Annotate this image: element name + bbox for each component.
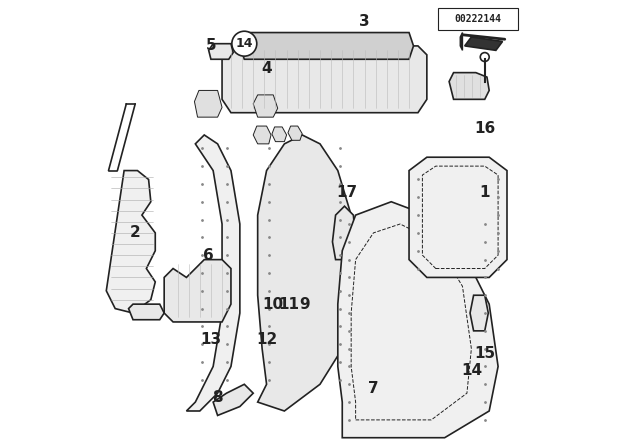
Text: 12: 12	[256, 332, 277, 347]
Polygon shape	[272, 127, 287, 142]
Text: 10: 10	[262, 297, 284, 312]
Polygon shape	[465, 37, 502, 50]
Circle shape	[232, 31, 257, 56]
Text: 16: 16	[474, 121, 495, 136]
Polygon shape	[209, 44, 233, 59]
Polygon shape	[129, 304, 164, 320]
Polygon shape	[288, 126, 302, 140]
Polygon shape	[213, 384, 253, 415]
Text: 14: 14	[461, 363, 482, 379]
Polygon shape	[470, 295, 488, 331]
Polygon shape	[222, 46, 427, 113]
Text: 9: 9	[299, 297, 310, 312]
Polygon shape	[449, 73, 489, 99]
Text: 4: 4	[261, 60, 272, 76]
Text: 11: 11	[278, 297, 300, 312]
Polygon shape	[253, 126, 271, 144]
Polygon shape	[240, 33, 413, 59]
Circle shape	[480, 52, 489, 61]
Polygon shape	[106, 171, 156, 313]
Text: 15: 15	[474, 345, 495, 361]
Text: 8: 8	[212, 390, 223, 405]
Polygon shape	[338, 202, 498, 438]
Polygon shape	[195, 90, 222, 117]
Text: 13: 13	[200, 332, 221, 347]
Polygon shape	[332, 206, 356, 260]
Polygon shape	[164, 260, 231, 322]
Text: 5: 5	[205, 39, 216, 53]
Text: 17: 17	[336, 185, 357, 200]
Text: 1: 1	[479, 185, 490, 200]
Text: 2: 2	[130, 225, 141, 241]
Polygon shape	[409, 157, 507, 277]
Text: 00222144: 00222144	[454, 14, 502, 24]
Polygon shape	[186, 135, 240, 411]
Text: 7: 7	[368, 381, 379, 396]
Polygon shape	[253, 95, 278, 117]
FancyBboxPatch shape	[438, 8, 518, 30]
Text: 6: 6	[204, 248, 214, 263]
Polygon shape	[460, 33, 463, 50]
Text: 14: 14	[236, 37, 253, 50]
Text: 3: 3	[359, 14, 370, 29]
Polygon shape	[258, 135, 351, 411]
